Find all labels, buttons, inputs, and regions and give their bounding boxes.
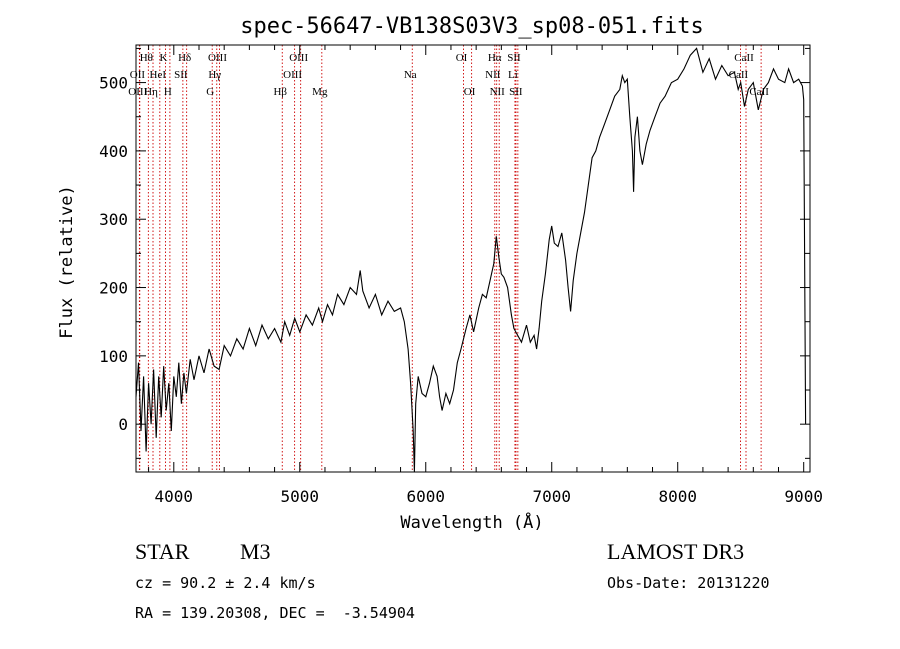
survey-name: LAMOST DR3 bbox=[607, 539, 745, 564]
y-tick-label-0: 0 bbox=[118, 415, 128, 434]
y-tick-label-5: 500 bbox=[99, 74, 128, 93]
x-axis-label: Wavelength (Å) bbox=[400, 511, 543, 533]
coordinates: RA = 139.20308, DEC = -3.54904 bbox=[135, 604, 415, 622]
line-label-10: Hγ bbox=[208, 69, 221, 81]
line-label-13: OIII bbox=[283, 69, 302, 81]
line-label-0: Hθ bbox=[140, 52, 153, 64]
line-label-6: Hδ bbox=[178, 52, 191, 64]
x-tick-label-1: 5000 bbox=[281, 487, 320, 506]
line-label-5: Hη bbox=[144, 86, 158, 98]
chart-title: spec-56647-VB138S03V3_sp08-051.fits bbox=[240, 14, 704, 39]
y-tick-label-2: 200 bbox=[99, 279, 128, 298]
line-label-12: OIII bbox=[289, 52, 308, 64]
line-label-9: OIII bbox=[208, 52, 227, 64]
line-label-15: Mg bbox=[312, 86, 328, 98]
line-label-18: OI bbox=[464, 86, 476, 98]
x-tick-label-4: 8000 bbox=[658, 487, 697, 506]
x-axis: 4000 5000 6000 7000 8000 9000 bbox=[148, 45, 823, 506]
spectral-subclass: M3 bbox=[240, 539, 271, 564]
plot-frame bbox=[135, 44, 811, 473]
line-label-2: OIII bbox=[128, 86, 147, 98]
line-label-24: SII bbox=[509, 86, 523, 98]
line-label-1: OII bbox=[130, 69, 146, 81]
x-tick-label-2: 6000 bbox=[406, 487, 445, 506]
line-label-22: SII bbox=[507, 52, 521, 64]
emission-line-markers bbox=[138, 45, 762, 472]
object-type: STAR bbox=[135, 539, 190, 564]
line-label-11: G bbox=[206, 86, 214, 98]
x-tick-label-3: 7000 bbox=[532, 487, 571, 506]
y-tick-label-1: 100 bbox=[99, 347, 128, 366]
y-tick-label-3: 300 bbox=[99, 210, 128, 229]
line-label-21: NII bbox=[490, 86, 506, 98]
x-tick-label-5: 9000 bbox=[784, 487, 823, 506]
redshift-value: cz = 90.2 ± 2.4 km/s bbox=[135, 574, 316, 592]
line-label-7: SII bbox=[174, 69, 188, 81]
x-tick-label-0: 4000 bbox=[155, 487, 194, 506]
y-tick-label-4: 400 bbox=[99, 142, 128, 161]
line-label-26: CaII bbox=[729, 69, 749, 81]
line-label-8: H bbox=[164, 86, 172, 98]
line-label-3: K bbox=[160, 52, 168, 64]
observation-date: Obs-Date: 20131220 bbox=[607, 574, 770, 592]
line-label-20: NII bbox=[485, 69, 501, 81]
line-label-16: Na bbox=[404, 69, 417, 81]
spectrum-line bbox=[135, 47, 807, 473]
line-label-23: Li bbox=[508, 69, 518, 81]
line-label-4: HeI bbox=[150, 69, 167, 81]
line-label-19: Hα bbox=[488, 52, 502, 64]
line-label-14: Hβ bbox=[273, 86, 287, 98]
y-axis-label: Flux (relative) bbox=[57, 185, 77, 339]
y-axis: 0 100 200 300 400 500 bbox=[99, 47, 810, 459]
line-label-17: OI bbox=[456, 52, 468, 64]
line-label-25: CaII bbox=[734, 52, 754, 64]
line-label-27: CaII bbox=[749, 86, 769, 98]
